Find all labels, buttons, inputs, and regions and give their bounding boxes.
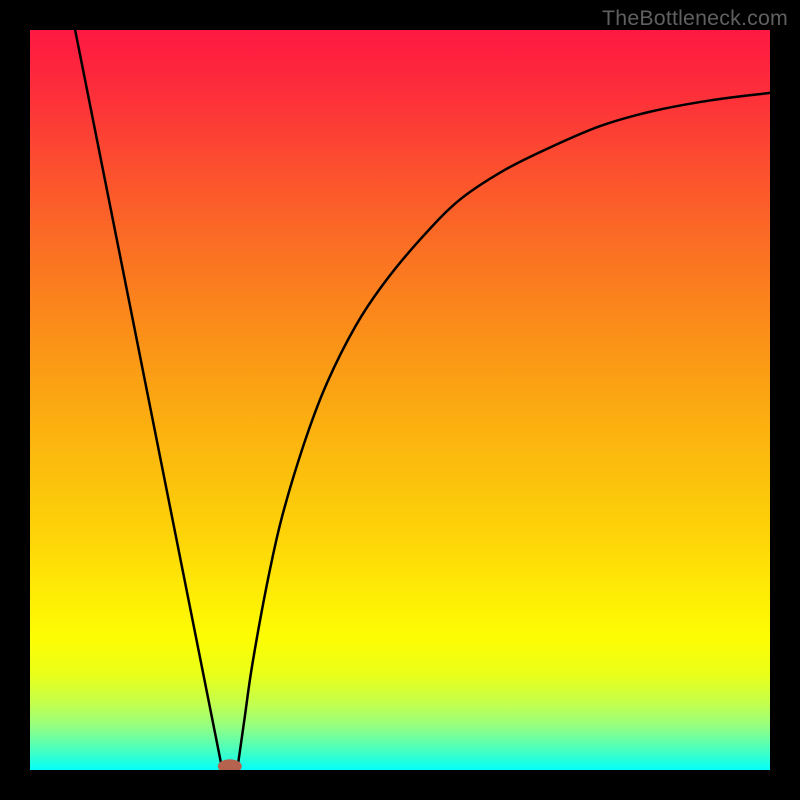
watermark-text: TheBottleneck.com	[602, 6, 788, 31]
bottleneck-chart	[0, 0, 800, 800]
chart-background	[30, 30, 770, 770]
chart-container: TheBottleneck.com	[0, 0, 800, 800]
